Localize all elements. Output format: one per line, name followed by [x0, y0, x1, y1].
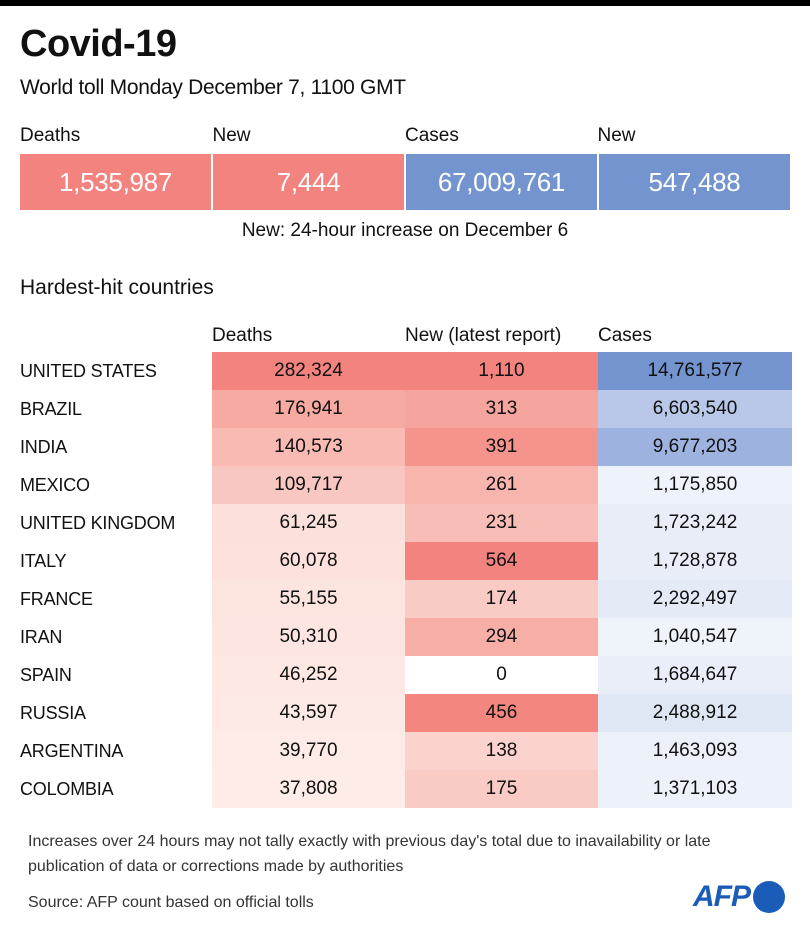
- country-name: IRAN: [20, 626, 63, 647]
- new-deaths-cell: 456: [405, 694, 598, 732]
- countries-table: UNITED STATES 282,324 1,110 14,761,577 BRAZI…: [20, 352, 792, 808]
- deaths-cell: 176,941: [212, 390, 405, 428]
- new-deaths-cell: 174: [405, 580, 598, 618]
- table-row: UNITED STATES 282,324 1,110 14,761,577: [20, 352, 792, 390]
- table-row: UNITED KINGDOM 61,245 231 1,723,242: [20, 504, 792, 542]
- table-row: COLOMBIA 37,808 175 1,371,103: [20, 770, 792, 808]
- country-name: MEXICO: [20, 474, 90, 495]
- column-header-deaths: Deaths: [212, 325, 273, 346]
- new-deaths-cell: 261: [405, 466, 598, 504]
- world-label-new-cases: New: [597, 125, 636, 146]
- new-deaths-cell: 1,110: [405, 352, 598, 390]
- cases-cell: 1,040,547: [598, 618, 792, 656]
- world-label-new-deaths: New: [212, 125, 251, 146]
- table-row: ARGENTINA 39,770 138 1,463,093: [20, 732, 792, 770]
- cases-cell: 14,761,577: [598, 352, 792, 390]
- cases-cell: 2,488,912: [598, 694, 792, 732]
- deaths-cell: 140,573: [212, 428, 405, 466]
- new-deaths-cell: 175: [405, 770, 598, 808]
- new-deaths-cell: 391: [405, 428, 598, 466]
- table-row: INDIA 140,573 391 9,677,203: [20, 428, 792, 466]
- cases-cell: 1,684,647: [598, 656, 792, 694]
- world-label-deaths: Deaths: [20, 125, 81, 146]
- country-name: BRAZIL: [20, 398, 82, 419]
- world-new-cases-value: 547,488: [599, 154, 790, 210]
- page-subtitle: World toll Monday December 7, 1100 GMT: [20, 76, 406, 99]
- table-row: IRAN 50,310 294 1,040,547: [20, 618, 792, 656]
- column-header-new: New (latest report): [405, 325, 562, 346]
- new-deaths-cell: 294: [405, 618, 598, 656]
- column-header-cases: Cases: [598, 325, 652, 346]
- cases-cell: 2,292,497: [598, 580, 792, 618]
- cases-cell: 9,677,203: [598, 428, 792, 466]
- top-bar: [0, 0, 810, 6]
- table-row: BRAZIL 176,941 313 6,603,540: [20, 390, 792, 428]
- country-name: UNITED KINGDOM: [20, 512, 176, 533]
- deaths-cell: 55,155: [212, 580, 405, 618]
- deaths-cell: 60,078: [212, 542, 405, 580]
- cases-cell: 1,463,093: [598, 732, 792, 770]
- country-name: FRANCE: [20, 588, 93, 609]
- country-name: RUSSIA: [20, 702, 86, 723]
- table-row: MEXICO 109,717 261 1,175,850: [20, 466, 792, 504]
- deaths-cell: 37,808: [212, 770, 405, 808]
- table-row: ITALY 60,078 564 1,728,878: [20, 542, 792, 580]
- table-row: SPAIN 46,252 0 1,684,647: [20, 656, 792, 694]
- world-label-cases: Cases: [405, 125, 459, 146]
- section-title: Hardest-hit countries: [20, 276, 214, 299]
- deaths-cell: 109,717: [212, 466, 405, 504]
- cases-cell: 1,371,103: [598, 770, 792, 808]
- page-title: Covid-19: [20, 23, 177, 65]
- table-row: FRANCE 55,155 174 2,292,497: [20, 580, 792, 618]
- country-name: INDIA: [20, 436, 68, 457]
- footnote: Increases over 24 hours may not tally ex…: [28, 833, 711, 875]
- country-name: ARGENTINA: [20, 740, 124, 761]
- deaths-cell: 282,324: [212, 352, 405, 390]
- source-note: Source: AFP count based on official toll…: [28, 894, 314, 911]
- world-totals: 1,535,987 7,444 67,009,761 547,488: [20, 154, 790, 210]
- table-header: Deaths New (latest report) Cases: [212, 324, 792, 348]
- table-row: RUSSIA 43,597 456 2,488,912: [20, 694, 792, 732]
- afp-logo: AFP: [693, 880, 785, 914]
- afp-logo-text: AFP: [693, 880, 751, 913]
- cases-cell: 1,728,878: [598, 542, 792, 580]
- cases-cell: 6,603,540: [598, 390, 792, 428]
- cases-cell: 1,723,242: [598, 504, 792, 542]
- new-deaths-cell: 138: [405, 732, 598, 770]
- deaths-cell: 50,310: [212, 618, 405, 656]
- world-cases-value: 67,009,761: [406, 154, 597, 210]
- country-name: COLOMBIA: [20, 778, 114, 799]
- new-deaths-cell: 564: [405, 542, 598, 580]
- deaths-cell: 46,252: [212, 656, 405, 694]
- world-deaths-value: 1,535,987: [20, 154, 211, 210]
- cases-cell: 1,175,850: [598, 466, 792, 504]
- world-note: New: 24-hour increase on December 6: [241, 220, 569, 241]
- country-name: ITALY: [20, 550, 67, 571]
- world-labels: Deaths New Cases New: [20, 124, 790, 148]
- new-deaths-cell: 0: [405, 656, 598, 694]
- deaths-cell: 43,597: [212, 694, 405, 732]
- world-new-deaths-value: 7,444: [213, 154, 404, 210]
- deaths-cell: 39,770: [212, 732, 405, 770]
- new-deaths-cell: 313: [405, 390, 598, 428]
- country-name: SPAIN: [20, 664, 72, 685]
- deaths-cell: 61,245: [212, 504, 405, 542]
- new-deaths-cell: 231: [405, 504, 598, 542]
- country-name: UNITED STATES: [20, 360, 157, 381]
- afp-logo-globe-icon: [753, 881, 785, 913]
